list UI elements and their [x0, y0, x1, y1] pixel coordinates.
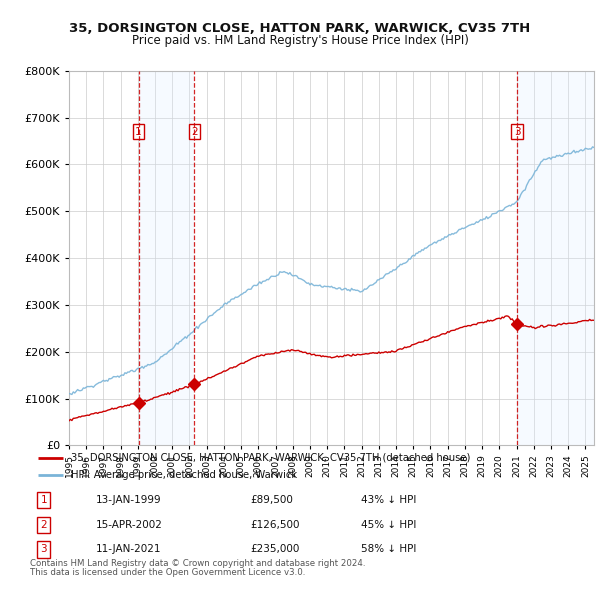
Text: £126,500: £126,500 [251, 520, 301, 530]
Text: 43% ↓ HPI: 43% ↓ HPI [361, 496, 416, 505]
Text: 11-JAN-2021: 11-JAN-2021 [96, 545, 162, 555]
Text: 1: 1 [135, 127, 142, 137]
Text: 35, DORSINGTON CLOSE, HATTON PARK, WARWICK, CV35 7TH: 35, DORSINGTON CLOSE, HATTON PARK, WARWI… [70, 22, 530, 35]
Text: 2: 2 [40, 520, 47, 530]
Bar [139, 71, 194, 445]
Bar [517, 71, 594, 445]
Text: 35, DORSINGTON CLOSE, HATTON PARK, WARWICK, CV35 7TH (detached house): 35, DORSINGTON CLOSE, HATTON PARK, WARWI… [71, 453, 471, 463]
Text: £89,500: £89,500 [251, 496, 293, 505]
Text: 15-APR-2002: 15-APR-2002 [96, 520, 163, 530]
Text: Contains HM Land Registry data © Crown copyright and database right 2024.: Contains HM Land Registry data © Crown c… [30, 559, 365, 568]
Text: 13-JAN-1999: 13-JAN-1999 [96, 496, 162, 505]
Text: 2: 2 [191, 127, 198, 137]
Text: Price paid vs. HM Land Registry's House Price Index (HPI): Price paid vs. HM Land Registry's House … [131, 34, 469, 47]
Text: 3: 3 [514, 127, 520, 137]
Bar [517, 71, 594, 445]
Text: HPI: Average price, detached house, Warwick: HPI: Average price, detached house, Warw… [71, 470, 298, 480]
Text: 3: 3 [40, 545, 47, 555]
Text: This data is licensed under the Open Government Licence v3.0.: This data is licensed under the Open Gov… [30, 568, 305, 577]
Text: 58% ↓ HPI: 58% ↓ HPI [361, 545, 416, 555]
Text: 45% ↓ HPI: 45% ↓ HPI [361, 520, 416, 530]
Text: £235,000: £235,000 [251, 545, 300, 555]
Text: 1: 1 [40, 496, 47, 505]
